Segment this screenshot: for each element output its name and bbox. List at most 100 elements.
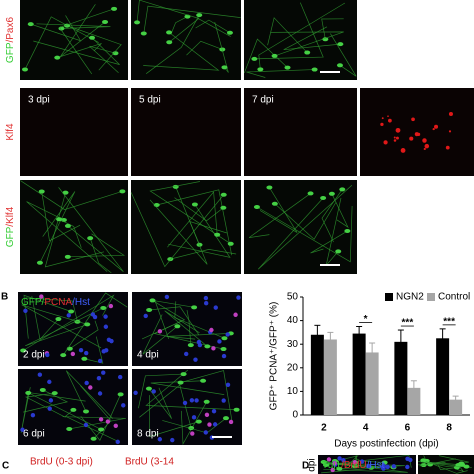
nucleus — [326, 457, 332, 462]
neurite — [164, 310, 208, 347]
micrograph — [18, 369, 128, 445]
tile-caption: 3 dpi — [28, 95, 50, 106]
nucleus — [97, 358, 103, 364]
neurite — [145, 14, 200, 74]
nucleus — [213, 305, 218, 310]
neurite — [139, 384, 192, 429]
cell — [196, 13, 203, 18]
neurite — [36, 23, 111, 29]
neurite — [89, 45, 119, 73]
cell — [336, 63, 343, 68]
nucleus — [228, 419, 234, 425]
nucleus — [84, 380, 89, 386]
neurite — [149, 186, 208, 265]
cell — [145, 386, 152, 391]
cell — [220, 192, 227, 197]
neurite — [64, 409, 117, 442]
spot — [448, 130, 452, 133]
nucleus — [190, 431, 195, 436]
bar — [407, 387, 421, 415]
nucleus — [209, 327, 214, 333]
nucleus — [23, 308, 28, 313]
nucleus — [105, 419, 111, 424]
nucleus — [39, 294, 44, 299]
cell — [81, 356, 88, 361]
neurite — [31, 295, 59, 341]
cell — [311, 67, 318, 72]
tile-caption: 5 dpi — [139, 95, 161, 106]
cell — [284, 65, 291, 70]
side-label: dpi — [307, 458, 318, 471]
y-axis-title: GFP⁺ PCNA⁺/GFP⁺ (%) — [269, 302, 280, 411]
neurite — [168, 204, 231, 258]
nucleus — [157, 437, 163, 442]
bar — [436, 338, 450, 415]
neurite — [130, 192, 225, 268]
nucleus — [194, 398, 199, 403]
tile-caption: 2 dpi — [23, 350, 45, 361]
cell — [68, 309, 75, 314]
cell — [22, 67, 29, 72]
neurite — [58, 218, 82, 248]
nucleus — [207, 422, 212, 427]
cell — [36, 260, 43, 265]
neurite — [24, 16, 99, 70]
neurite — [180, 370, 233, 424]
cell — [220, 205, 227, 210]
nucleus — [164, 294, 170, 300]
nucleus — [193, 357, 198, 362]
nucleus — [20, 427, 25, 432]
nucleus — [341, 457, 346, 463]
cell — [166, 30, 173, 35]
cell — [56, 217, 63, 222]
nucleus — [225, 332, 230, 337]
nucleus — [359, 459, 365, 464]
cell — [304, 50, 311, 55]
neurite — [246, 69, 315, 78]
legend-swatch — [427, 293, 435, 301]
significance: *** — [443, 317, 455, 328]
nucleus — [330, 467, 335, 473]
nucleus — [182, 400, 188, 406]
nucleus — [203, 300, 209, 306]
cell — [187, 343, 194, 348]
x-tick-label: 4 — [363, 423, 369, 434]
nucleus — [37, 372, 43, 377]
nucleus — [233, 312, 238, 317]
micrograph — [20, 0, 128, 80]
neurite — [421, 461, 467, 468]
neurite — [148, 387, 173, 419]
neurite — [283, 26, 341, 51]
cell — [66, 426, 73, 431]
cell — [111, 6, 118, 11]
neurite — [67, 233, 126, 258]
cell — [204, 344, 211, 349]
nucleus — [113, 423, 118, 428]
tile-caption: 8 dpi — [137, 429, 159, 440]
neurite — [23, 294, 72, 339]
cell — [100, 305, 107, 310]
panel-letter: C — [2, 461, 9, 472]
nucleus — [203, 430, 209, 435]
cell — [226, 30, 233, 35]
spot — [448, 111, 453, 116]
nucleus — [101, 370, 106, 375]
nucleus — [84, 350, 89, 356]
nucleus — [45, 352, 50, 358]
spot — [393, 136, 396, 139]
nucleus — [391, 464, 397, 469]
cell — [117, 392, 124, 397]
nucleus — [332, 461, 337, 466]
nucleus — [117, 374, 123, 380]
cell — [149, 298, 156, 303]
spot — [393, 139, 397, 142]
caption: BrdU (0-3 dpi) — [30, 457, 93, 468]
nucleus — [225, 382, 231, 387]
label-part: Tuj1 — [322, 460, 342, 471]
cell — [83, 409, 90, 414]
nucleus — [352, 460, 357, 465]
cell — [119, 189, 126, 194]
nucleus — [236, 295, 241, 300]
neurite — [310, 230, 348, 254]
